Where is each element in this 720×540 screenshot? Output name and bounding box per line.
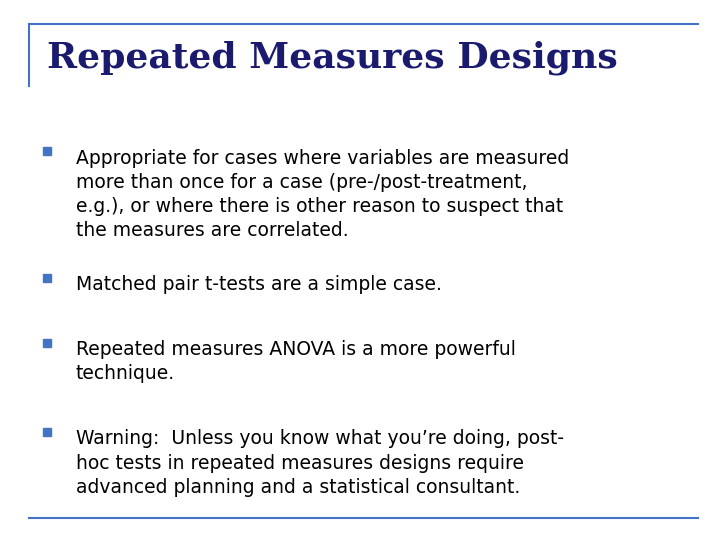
Text: Repeated measures ANOVA is a more powerful
technique.: Repeated measures ANOVA is a more powerf… [76,340,516,383]
Text: Appropriate for cases where variables are measured
more than once for a case (pr: Appropriate for cases where variables ar… [76,148,569,240]
Text: Matched pair t-tests are a simple case.: Matched pair t-tests are a simple case. [76,275,441,294]
Text: Warning:  Unless you know what you’re doing, post-
hoc tests in repeated measure: Warning: Unless you know what you’re doi… [76,429,564,497]
Text: Repeated Measures Designs: Repeated Measures Designs [47,40,618,75]
